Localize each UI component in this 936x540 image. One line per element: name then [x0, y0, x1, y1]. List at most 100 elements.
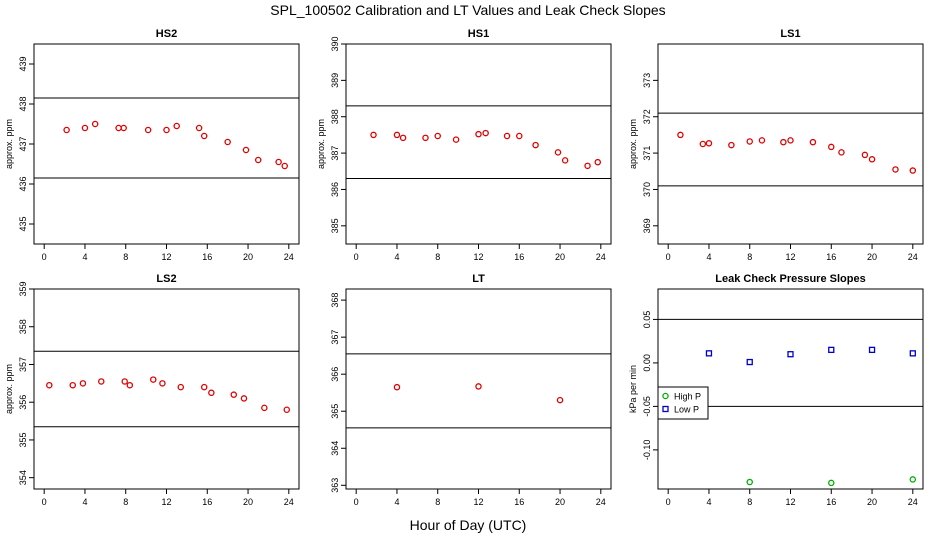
data-point	[63, 126, 70, 134]
y-tick-label: 437	[18, 136, 28, 151]
data-point	[584, 162, 591, 170]
x-tick-label: 8	[123, 252, 128, 262]
data-point	[275, 158, 282, 166]
x-tick-label: 0	[666, 497, 671, 507]
y-tick-label: 357	[18, 357, 28, 372]
data-point	[705, 350, 713, 357]
data-point	[163, 126, 170, 134]
y-tick-label: -0.10	[642, 440, 652, 461]
data-point	[475, 383, 482, 390]
x-tick-label: 20	[555, 497, 565, 507]
y-tick-label: -0.05	[642, 396, 652, 417]
x-tick-label: 8	[123, 497, 128, 507]
data-point	[677, 131, 684, 139]
data-point	[556, 396, 564, 404]
plot-frame	[345, 43, 612, 245]
data-point	[746, 358, 753, 366]
y-tick-label: 438	[18, 96, 28, 111]
legend-marker	[662, 405, 669, 413]
chart-panel-3: LS1 0 4 8 12 16 20 24 369 370 371 372 373 approx. ppm	[628, 28, 924, 262]
data-point	[240, 395, 248, 402]
y-tick-label: 385	[330, 218, 340, 233]
x-tick-label: 24	[908, 252, 918, 262]
x-tick-label: 20	[243, 497, 253, 507]
x-tick-label: 16	[202, 497, 212, 507]
chart-panel-2: HS1 0 4 8 12 16 20 24 385 386 387 388 389 390 approx. …	[316, 28, 612, 262]
x-tick-label: 0	[42, 252, 47, 262]
panel-title: LS2	[156, 273, 176, 285]
y-tick-label: 439	[18, 56, 28, 71]
x-tick-label: 12	[161, 497, 171, 507]
data-point	[705, 140, 713, 147]
y-tick-label: 386	[330, 182, 340, 197]
y-axis-label: approx. ppm	[4, 119, 14, 169]
y-tick-label: 367	[330, 330, 340, 345]
y-tick-label: 0.00	[642, 354, 652, 372]
panel-title: LS1	[780, 28, 800, 40]
x-tick-label: 8	[435, 252, 440, 262]
data-point	[909, 350, 916, 357]
x-tick-label: 20	[243, 252, 253, 262]
data-point	[393, 131, 401, 139]
data-point	[532, 141, 539, 149]
y-tick-label: 354	[18, 470, 28, 485]
chart-panel-6: Leak Check Pressure Slopes 0 4 8 12 16 20 24 -0.…	[628, 273, 924, 507]
x-tick-label: 8	[747, 497, 752, 507]
panel-title: Leak Check Pressure Slopes	[715, 273, 865, 285]
x-tick-label: 4	[394, 252, 399, 262]
legend-label: High P	[674, 392, 701, 402]
y-tick-label: 366	[330, 367, 340, 382]
x-tick-label: 4	[394, 497, 399, 507]
x-tick-label: 24	[908, 497, 918, 507]
data-point	[281, 162, 288, 170]
data-point	[46, 381, 53, 389]
x-tick-label: 8	[747, 252, 752, 262]
x-axis-title: Hour of Day (UTC)	[409, 517, 527, 533]
data-point	[91, 120, 99, 128]
x-tick-label: 4	[82, 252, 87, 262]
data-point	[242, 146, 250, 154]
data-point	[503, 132, 511, 140]
chart-panel-5: LT 0 4 8 12 16 20 24 363 364 365 366 367 368	[330, 273, 612, 507]
y-tick-label: 358	[18, 319, 28, 334]
data-point	[121, 378, 128, 385]
x-tick-label: 12	[473, 497, 483, 507]
y-tick-label: 365	[330, 404, 340, 419]
x-tick-label: 24	[284, 497, 294, 507]
data-point	[838, 149, 845, 156]
data-point	[828, 143, 835, 151]
y-tick-label: 436	[18, 176, 28, 191]
data-point	[422, 134, 429, 142]
data-point	[261, 404, 268, 412]
data-point	[200, 383, 208, 391]
y-tick-label: 363	[330, 478, 340, 493]
data-point	[909, 476, 917, 483]
y-tick-label: 390	[330, 36, 340, 51]
y-tick-label: 388	[330, 109, 340, 124]
data-point	[230, 391, 238, 398]
panel-title: LT	[472, 273, 485, 285]
data-point	[758, 137, 766, 144]
data-point	[861, 151, 869, 159]
y-tick-label: 370	[642, 182, 652, 197]
y-tick-label: 389	[330, 73, 340, 88]
x-tick-label: 24	[596, 497, 606, 507]
panel-title: HS1	[468, 28, 489, 40]
data-point	[370, 131, 377, 139]
data-point	[434, 132, 441, 140]
x-tick-label: 12	[161, 252, 171, 262]
x-tick-label: 4	[706, 252, 711, 262]
data-point	[149, 376, 157, 383]
data-point	[115, 124, 122, 132]
data-point	[126, 381, 134, 389]
plot-frame	[33, 288, 300, 490]
data-point	[195, 124, 203, 132]
legend-box	[657, 386, 709, 420]
x-tick-label: 4	[82, 497, 87, 507]
data-point	[144, 126, 152, 134]
x-tick-label: 12	[785, 252, 795, 262]
chart-panel-4: LS2 0 4 8 12 16 20 24 354 355 356 357 358 359 approx. …	[4, 273, 300, 507]
data-point	[828, 346, 835, 354]
data-point	[475, 130, 482, 138]
